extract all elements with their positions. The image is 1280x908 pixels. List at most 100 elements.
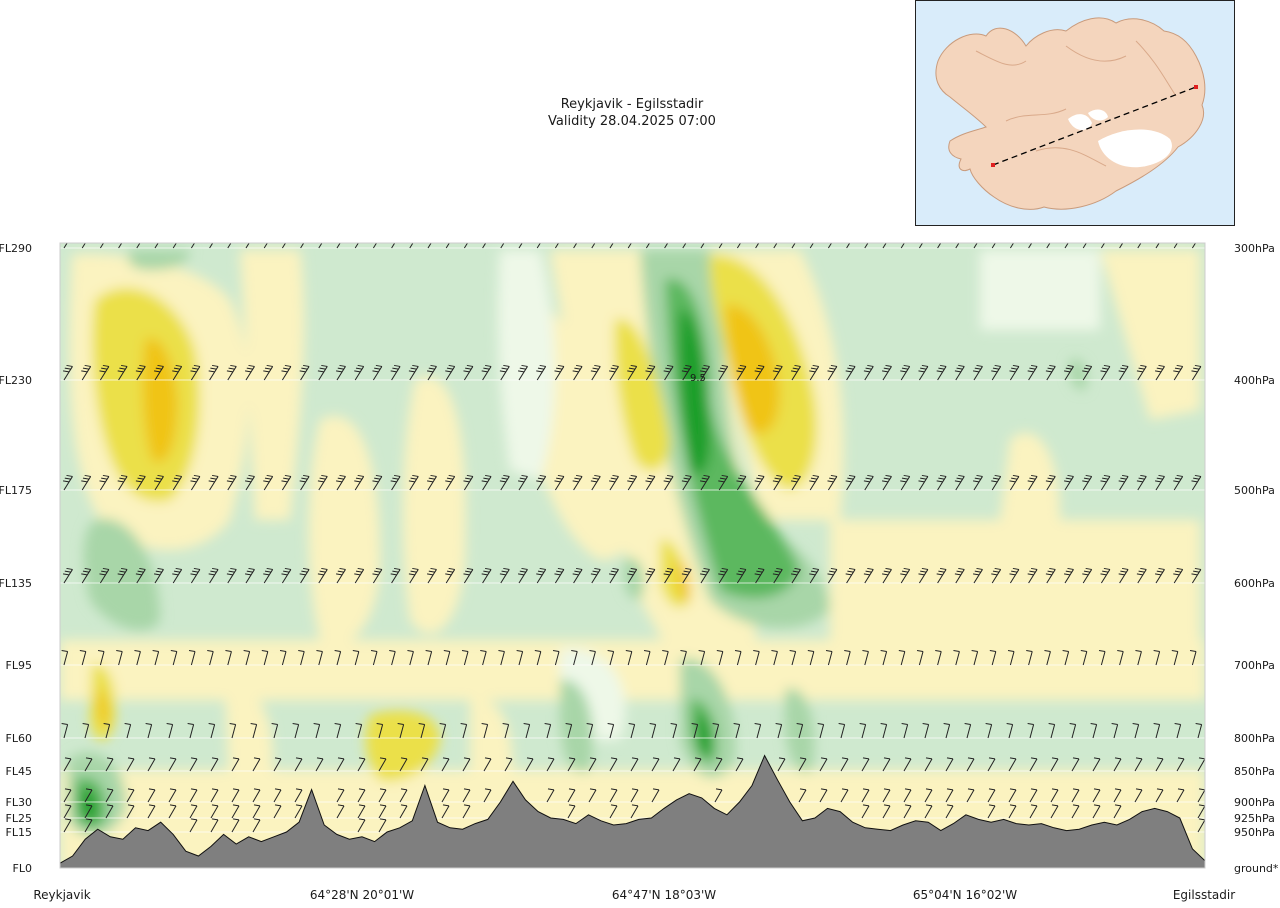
wind-barb — [630, 804, 639, 819]
wind-barb — [953, 649, 960, 666]
wind-barb — [754, 474, 765, 491]
wind-barb — [627, 474, 638, 491]
wind-barb — [663, 567, 674, 584]
wind-barb — [376, 722, 384, 739]
hpa-label: 950hPa — [1234, 826, 1275, 839]
wind-barb — [354, 364, 365, 381]
wind-barb — [357, 788, 366, 803]
wind-barb — [61, 649, 69, 666]
wind-barb — [898, 649, 906, 666]
wind-barb — [670, 722, 678, 739]
wind-barb — [299, 474, 310, 491]
wind-barb — [1009, 567, 1020, 584]
wind-barb — [273, 757, 282, 772]
wind-barb — [918, 474, 929, 491]
wind-barb — [81, 474, 92, 491]
wind-barb — [166, 722, 174, 739]
wind-barb — [63, 804, 72, 819]
wind-barb — [1064, 364, 1074, 381]
wind-barb — [1173, 567, 1184, 584]
wind-barb — [1113, 804, 1122, 819]
wind-barb — [651, 788, 660, 803]
wind-barb — [663, 364, 674, 381]
wind-barb — [924, 757, 933, 772]
wind-barb — [591, 243, 596, 249]
wind-barb — [1026, 649, 1033, 666]
wind-barb — [1029, 804, 1038, 819]
wind-barb — [1100, 243, 1106, 249]
wind-barb — [1064, 567, 1074, 584]
wind-barb — [357, 804, 366, 819]
wind-barb — [609, 243, 614, 249]
wind-barb — [334, 649, 342, 666]
wind-barb — [862, 649, 869, 666]
wind-barb — [845, 567, 856, 584]
fl-label: FL290 — [0, 242, 32, 255]
wind-barb — [882, 757, 891, 772]
wind-barb — [1191, 474, 1202, 491]
wind-barb — [554, 364, 565, 381]
fl-label: FL0 — [13, 862, 32, 875]
wind-barb — [208, 474, 219, 491]
wind-barb — [190, 567, 201, 584]
wind-barb — [117, 364, 128, 381]
wind-barb — [462, 788, 471, 803]
wind-barb — [336, 804, 345, 819]
wind-barb — [190, 364, 201, 381]
wind-barb — [1050, 788, 1059, 803]
wind-barb — [627, 364, 638, 381]
wind-barb — [336, 757, 345, 772]
wind-barb — [263, 474, 274, 491]
wind-barb — [733, 722, 741, 739]
wind-barb — [263, 364, 274, 381]
wind-barb — [294, 757, 303, 772]
wind-barb — [399, 804, 408, 819]
wind-barb — [281, 364, 292, 381]
wind-barb — [372, 364, 383, 381]
fl-label: FL25 — [6, 812, 32, 825]
wind-barb — [754, 567, 765, 584]
wind-barb — [252, 818, 261, 833]
wind-barb — [336, 364, 346, 381]
wind-barb — [357, 757, 366, 772]
wind-barb — [390, 474, 401, 491]
wind-barb — [672, 757, 681, 772]
wind-barb — [863, 364, 874, 381]
x-tick-label: Reykjavik — [33, 888, 90, 902]
wind-barb — [231, 788, 240, 803]
wind-barb — [1100, 364, 1111, 381]
wind-barb — [1176, 757, 1185, 772]
wind-barb — [736, 364, 747, 381]
wind-barb — [985, 722, 993, 739]
wind-barb — [273, 788, 282, 803]
wind-barb — [936, 567, 947, 584]
wind-barb — [1132, 722, 1140, 739]
wind-barb — [718, 243, 723, 249]
wind-barb — [354, 243, 359, 249]
wind-barb — [772, 567, 783, 584]
wind-barb — [105, 757, 114, 772]
wind-barb — [189, 757, 198, 772]
wind-barb — [955, 243, 960, 249]
wind-barb — [1111, 722, 1119, 739]
wind-barb — [1082, 567, 1093, 584]
wind-barb — [536, 243, 541, 249]
wind-barb — [188, 649, 196, 666]
wind-barb — [252, 804, 261, 819]
wind-barb — [408, 474, 419, 491]
wind-barb — [1082, 243, 1087, 249]
wind-barb — [315, 757, 324, 772]
wind-barb — [1136, 567, 1147, 584]
wind-barb — [261, 649, 269, 666]
wind-barb — [1044, 649, 1051, 666]
wind-barb — [571, 649, 578, 666]
wind-barb — [1027, 722, 1035, 739]
wind-barb — [84, 788, 93, 803]
wind-barb — [263, 567, 274, 584]
wind-barb — [588, 788, 597, 803]
wind-barb — [735, 757, 744, 772]
wind-barb — [863, 474, 874, 491]
wind-barb — [859, 722, 867, 739]
wind-barb — [147, 788, 156, 803]
wind-barb — [609, 567, 619, 584]
